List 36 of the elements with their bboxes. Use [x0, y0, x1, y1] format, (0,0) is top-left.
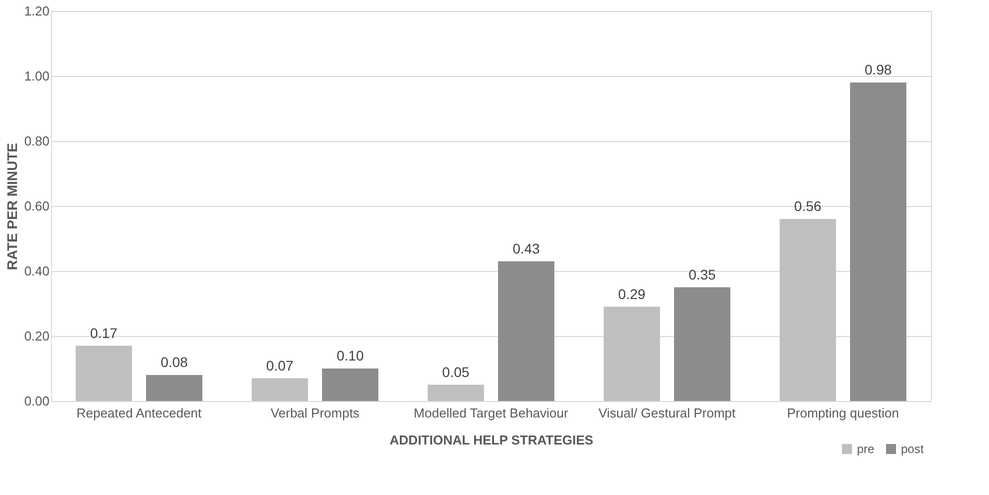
- bar: [252, 378, 308, 401]
- bar: [604, 306, 660, 401]
- bar: [322, 368, 378, 401]
- y-tick-label: 1.20: [24, 4, 50, 18]
- x-tick-label: Verbal Prompts: [270, 406, 360, 420]
- data-label: 0.35: [688, 266, 716, 282]
- bar: [780, 219, 836, 401]
- y-tick-label: 0.00: [24, 394, 50, 408]
- y-tick-label: 1.00: [24, 68, 50, 84]
- y-tick-label: 0.80: [24, 134, 50, 148]
- data-label: 0.07: [266, 357, 294, 374]
- x-tick-label: Repeated Antecedent: [76, 406, 202, 420]
- data-label: 0.43: [512, 240, 540, 256]
- x-tick-label: Visual/ Gestural Prompt: [598, 406, 736, 420]
- x-tick-label: Modelled Target Behaviour: [414, 406, 569, 420]
- y-tick-label: 0.20: [24, 328, 50, 344]
- data-label: 0.29: [618, 286, 646, 302]
- data-label: 0.10: [336, 348, 364, 364]
- bar: [428, 384, 484, 401]
- x-tick-label: Prompting question: [786, 406, 900, 420]
- bar: [76, 346, 132, 401]
- bar: [146, 375, 202, 401]
- bar: [498, 261, 554, 401]
- data-label: 0.05: [442, 364, 470, 380]
- x-axis-title: ADDITIONAL HELP STRATEGIES: [390, 432, 594, 448]
- bar: [850, 82, 906, 401]
- data-label: 0.17: [90, 324, 118, 341]
- data-label: 0.56: [794, 198, 822, 214]
- y-axis-title: RATE PER MINUTE: [4, 142, 20, 270]
- legend-label: pre: [857, 442, 875, 456]
- data-label: 0.98: [864, 62, 892, 78]
- legend-label: post: [901, 442, 924, 456]
- y-tick-label: 0.40: [24, 264, 50, 278]
- y-tick-label: 0.60: [24, 198, 50, 214]
- bar: [674, 287, 730, 401]
- data-label: 0.08: [160, 354, 188, 370]
